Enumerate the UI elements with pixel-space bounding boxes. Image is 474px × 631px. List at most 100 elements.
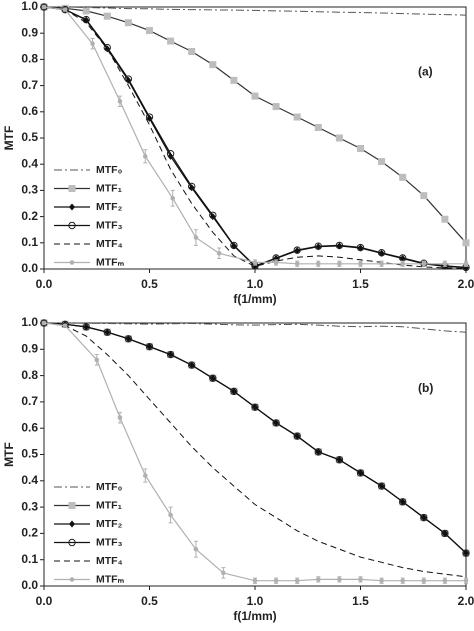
marker xyxy=(463,261,469,267)
panel: 0.0 0.1 0.2 0.3 0.4 0.5 0.6 0.7 0.8 0.9 1.0 0.0 0.5 1… xyxy=(2,315,474,623)
legend-label: MTF₀ xyxy=(96,164,123,176)
marker xyxy=(293,113,301,121)
series-line xyxy=(43,6,467,268)
marker xyxy=(335,241,344,250)
x-tick-label: 1.0 xyxy=(247,277,264,291)
marker xyxy=(188,48,196,56)
x-tick-label: 1.5 xyxy=(352,277,369,291)
marker xyxy=(335,456,344,464)
marker xyxy=(68,538,76,547)
marker xyxy=(462,239,470,247)
marker xyxy=(377,482,386,490)
marker xyxy=(358,261,363,267)
marker xyxy=(294,578,300,584)
legend-entry: MTF₁ xyxy=(54,499,122,511)
marker xyxy=(167,152,174,160)
x-tick-label: 0.0 xyxy=(36,594,53,608)
legend-entry: MTF₃ xyxy=(54,536,123,548)
marker xyxy=(273,578,279,584)
marker xyxy=(145,342,154,351)
marker xyxy=(69,520,75,528)
marker xyxy=(82,7,90,15)
legend-entry: MTF₀ xyxy=(54,164,123,176)
marker xyxy=(62,323,68,328)
marker xyxy=(377,249,386,257)
marker xyxy=(337,261,342,267)
marker xyxy=(62,7,68,12)
marker xyxy=(209,374,217,382)
marker xyxy=(117,415,123,420)
series-line xyxy=(43,322,467,578)
legend-label: MTF₄ xyxy=(96,555,123,567)
marker xyxy=(356,243,365,252)
x-axis-label: f(1/mm) xyxy=(233,292,276,306)
legend-entry: MTF₀ xyxy=(54,481,123,493)
marker xyxy=(82,323,90,331)
marker xyxy=(145,113,154,121)
y-tick-label: 0.9 xyxy=(21,341,38,355)
marker xyxy=(94,357,100,363)
marker xyxy=(252,260,258,265)
marker xyxy=(117,99,123,104)
marker xyxy=(272,419,280,427)
marker xyxy=(209,211,217,219)
legend-label: MTF₂ xyxy=(96,518,123,530)
y-tick-label: 0.0 xyxy=(21,578,38,592)
y-tick-label: 0.0 xyxy=(21,261,38,275)
legend-entry: MTFₘ xyxy=(54,573,125,585)
y-tick-label: 0.6 xyxy=(21,104,38,118)
marker xyxy=(82,15,90,24)
marker xyxy=(216,250,222,256)
marker xyxy=(293,432,301,440)
marker xyxy=(193,546,199,552)
legend-label: MTF₁ xyxy=(96,499,122,511)
marker xyxy=(316,261,321,267)
marker xyxy=(356,469,365,477)
x-axis-label: f(1/mm) xyxy=(233,609,276,623)
marker xyxy=(69,577,75,582)
legend-entry: MTF₂ xyxy=(54,518,123,530)
legend-entry: MTF₁ xyxy=(54,182,122,194)
y-tick-label: 0.5 xyxy=(21,130,38,144)
panel-label: (a) xyxy=(418,65,433,79)
legend-label: MTF₁ xyxy=(96,182,122,194)
panel: 0.0 0.1 0.2 0.3 0.4 0.5 0.6 0.7 0.8 0.9 1.0 0.0 0.5 1… xyxy=(2,0,474,306)
marker xyxy=(357,144,364,152)
legend-entry: MTFₘ xyxy=(54,256,125,268)
marker xyxy=(379,578,384,584)
marker xyxy=(124,335,133,343)
y-tick-label: 0.4 xyxy=(21,473,38,487)
marker xyxy=(252,578,258,584)
x-tick-label: 0.0 xyxy=(36,277,53,291)
x-tick-label: 1.5 xyxy=(352,594,369,608)
y-tick-label: 0.8 xyxy=(21,52,38,66)
legend-entry: MTF₄ xyxy=(54,238,123,250)
x-tick-label: 0.5 xyxy=(141,594,158,608)
marker xyxy=(188,361,196,369)
y-tick-label: 0.2 xyxy=(21,209,38,223)
marker xyxy=(166,150,175,158)
x-tick-label: 1.0 xyxy=(247,594,264,608)
marker xyxy=(69,203,75,211)
y-tick-label: 0.7 xyxy=(21,394,38,408)
marker xyxy=(68,185,76,192)
marker xyxy=(103,328,112,336)
marker xyxy=(41,4,47,10)
marker xyxy=(399,173,407,181)
y-tick-label: 0.1 xyxy=(21,235,38,249)
series-line xyxy=(44,322,467,333)
legend-entry: MTF₄ xyxy=(54,555,123,567)
marker xyxy=(420,192,428,200)
marker xyxy=(221,570,226,576)
marker xyxy=(251,403,259,411)
y-tick-label: 0.7 xyxy=(21,78,38,92)
y-tick-label: 0.4 xyxy=(21,156,38,170)
marker xyxy=(103,43,112,52)
marker xyxy=(420,513,428,522)
marker xyxy=(441,215,449,223)
marker xyxy=(230,76,238,84)
marker xyxy=(358,577,363,582)
marker xyxy=(400,578,406,584)
marker xyxy=(193,235,199,240)
